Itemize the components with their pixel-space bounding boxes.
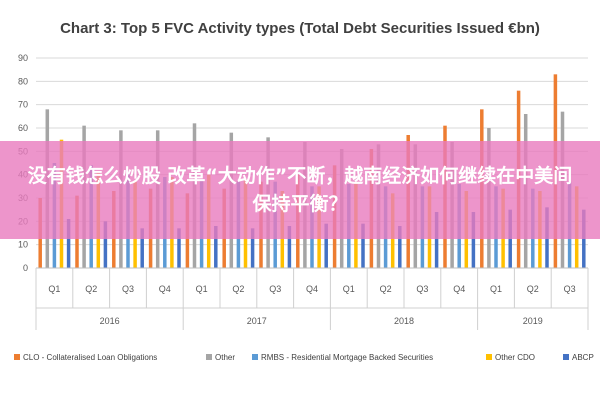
banner-text: 没有钱怎么炒股 改革“大动作”不断，越南经济如何继续在中美间保持平衡？ xyxy=(27,165,573,215)
legend: CLO - Collateralised Loan Obligations Oth… xyxy=(14,353,594,362)
year-label: 2019 xyxy=(523,316,543,326)
legend-item: RMBS - Residential Mortgage Backed Secur… xyxy=(252,353,433,362)
x-tick-label: Q3 xyxy=(269,284,281,294)
bar xyxy=(434,212,439,268)
bar xyxy=(471,212,476,268)
x-tick-label: Q3 xyxy=(416,284,428,294)
bar xyxy=(361,223,365,268)
legend-label: ABCP xyxy=(572,353,594,362)
x-tick-label: Q3 xyxy=(564,284,576,294)
bar xyxy=(66,219,71,268)
y-tick-label: 10 xyxy=(18,240,28,250)
x-tick-label: Q2 xyxy=(380,284,392,294)
legend-swatch xyxy=(206,354,212,360)
x-axis: Q1 Q2 Q3 Q4 Q1 Q2 Q3 Q4 Q1 Q2 Q3 Q4 Q1 Q2 Q3 2016 2017 20… xyxy=(35,267,589,330)
legend-item: CLO - Collateralised Loan Obligations xyxy=(14,353,157,362)
legend-item: ABCP xyxy=(563,353,594,362)
x-tick-label: Q2 xyxy=(232,284,244,294)
legend-label: Other CDO xyxy=(495,353,535,362)
year-label: 2017 xyxy=(247,316,267,326)
x-tick-label: Q3 xyxy=(122,284,134,294)
x-tick-label: Q1 xyxy=(490,284,502,294)
bar xyxy=(398,226,402,268)
bar xyxy=(177,228,181,268)
chart-title: Chart 3: Top 5 FVC Activity types (Total… xyxy=(60,20,540,37)
x-tick-label: Q1 xyxy=(343,284,355,294)
bar xyxy=(140,228,144,268)
y-tick-label: 60 xyxy=(18,123,28,133)
bar xyxy=(287,226,292,268)
x-tick-label: Q4 xyxy=(159,284,171,294)
legend-label: Other xyxy=(215,353,235,362)
legend-item: Other xyxy=(206,353,235,362)
year-label: 2016 xyxy=(100,316,120,326)
legend-label: RMBS - Residential Mortgage Backed Secur… xyxy=(261,353,433,362)
legend-item: Other CDO xyxy=(486,353,535,362)
watermark-banner: 没有钱怎么炒股 改革“大动作”不断，越南经济如何继续在中美间保持平衡？ xyxy=(0,141,600,239)
bar xyxy=(103,221,108,268)
x-tick-label: Q1 xyxy=(196,284,208,294)
y-tick-label: 90 xyxy=(18,53,28,63)
y-tick-label: 80 xyxy=(18,76,28,86)
legend-label: CLO - Collateralised Loan Obligations xyxy=(23,353,157,362)
bar xyxy=(214,226,218,268)
bar xyxy=(324,223,328,268)
x-tick-label: Q4 xyxy=(453,284,465,294)
bar xyxy=(250,228,255,268)
y-tick-label: 70 xyxy=(18,100,28,110)
legend-swatch xyxy=(252,354,258,360)
legend-swatch xyxy=(486,354,492,360)
x-tick-label: Q2 xyxy=(527,284,539,294)
x-tick-label: Q2 xyxy=(85,284,97,294)
x-tick-label: Q1 xyxy=(48,284,60,294)
x-tick-label: Q4 xyxy=(306,284,318,294)
year-label: 2018 xyxy=(394,316,414,326)
y-tick-label: 0 xyxy=(23,263,28,273)
legend-swatch xyxy=(563,354,569,360)
legend-swatch xyxy=(14,354,20,360)
